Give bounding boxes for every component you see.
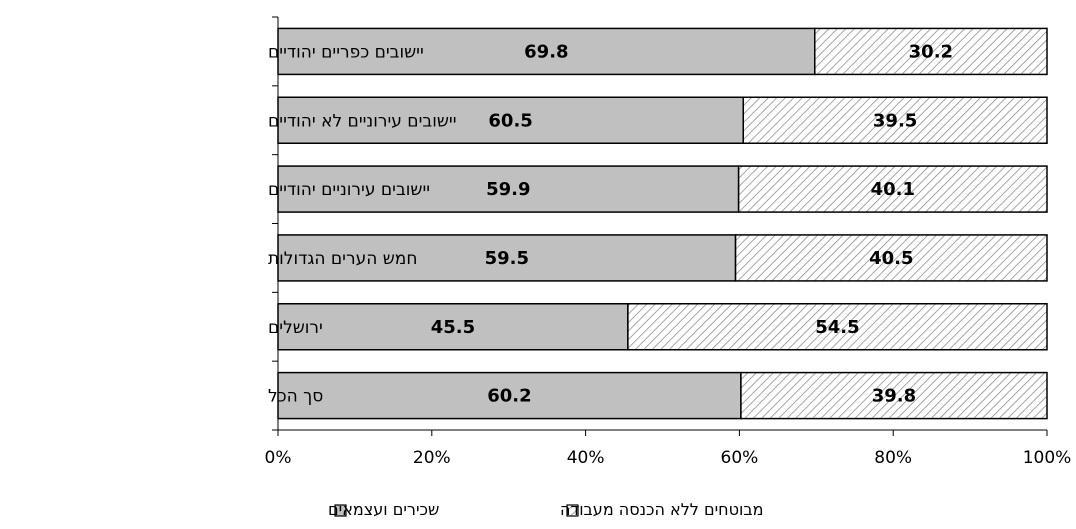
data-label: 59.5 [485,248,529,269]
legend-label: מבוטחים ללא הכנסה מעבודה [560,500,763,519]
category-label: יישובים עירוניים לא יהודיים [268,111,457,131]
bar-segment-employed [277,27,816,76]
bar-segment-employed [277,165,740,213]
bar-segment-employed [277,234,737,282]
data-label: 69.8 [524,41,568,62]
category-label: ירושלים [268,318,323,338]
bar-segment-no-work-income [814,27,1048,76]
bar-segment-no-work-income [627,303,1048,351]
data-label: 30.2 [909,41,953,62]
x-tick-label: 80% [874,448,912,468]
bar-segment-no-work-income [740,371,1048,420]
data-label: 54.5 [815,317,859,338]
x-tick-label: 100% [1023,448,1072,468]
legend-swatch [334,504,347,517]
category-label: סך הכל [268,387,323,407]
data-label: 60.5 [488,110,532,131]
x-tick-label: 60% [721,448,759,468]
data-label: 45.5 [431,317,475,338]
bar-segment-no-work-income [737,165,1048,213]
data-label: 40.5 [869,248,913,269]
legend-label: שכירים ועצמאים [328,500,439,519]
bar-segment-no-work-income [734,234,1048,282]
category-label: יישובים כפריים יהודיים [268,42,424,62]
data-label: 60.2 [487,386,531,407]
x-tick-label: 20% [413,448,451,468]
x-tick-label: 40% [567,448,605,468]
legend-swatch [566,504,579,517]
data-label: 59.9 [486,179,530,200]
x-tick-label: 0% [265,448,292,468]
category-label: חמש הערים הגדולות [268,249,417,269]
data-label: 39.8 [872,386,916,407]
data-label: 39.5 [873,110,917,131]
bar-segment-employed [277,96,744,144]
bar-segment-no-work-income [742,96,1048,144]
category-label: יישובים עירוניים יהודיים [268,180,430,200]
data-label: 40.1 [871,179,915,200]
